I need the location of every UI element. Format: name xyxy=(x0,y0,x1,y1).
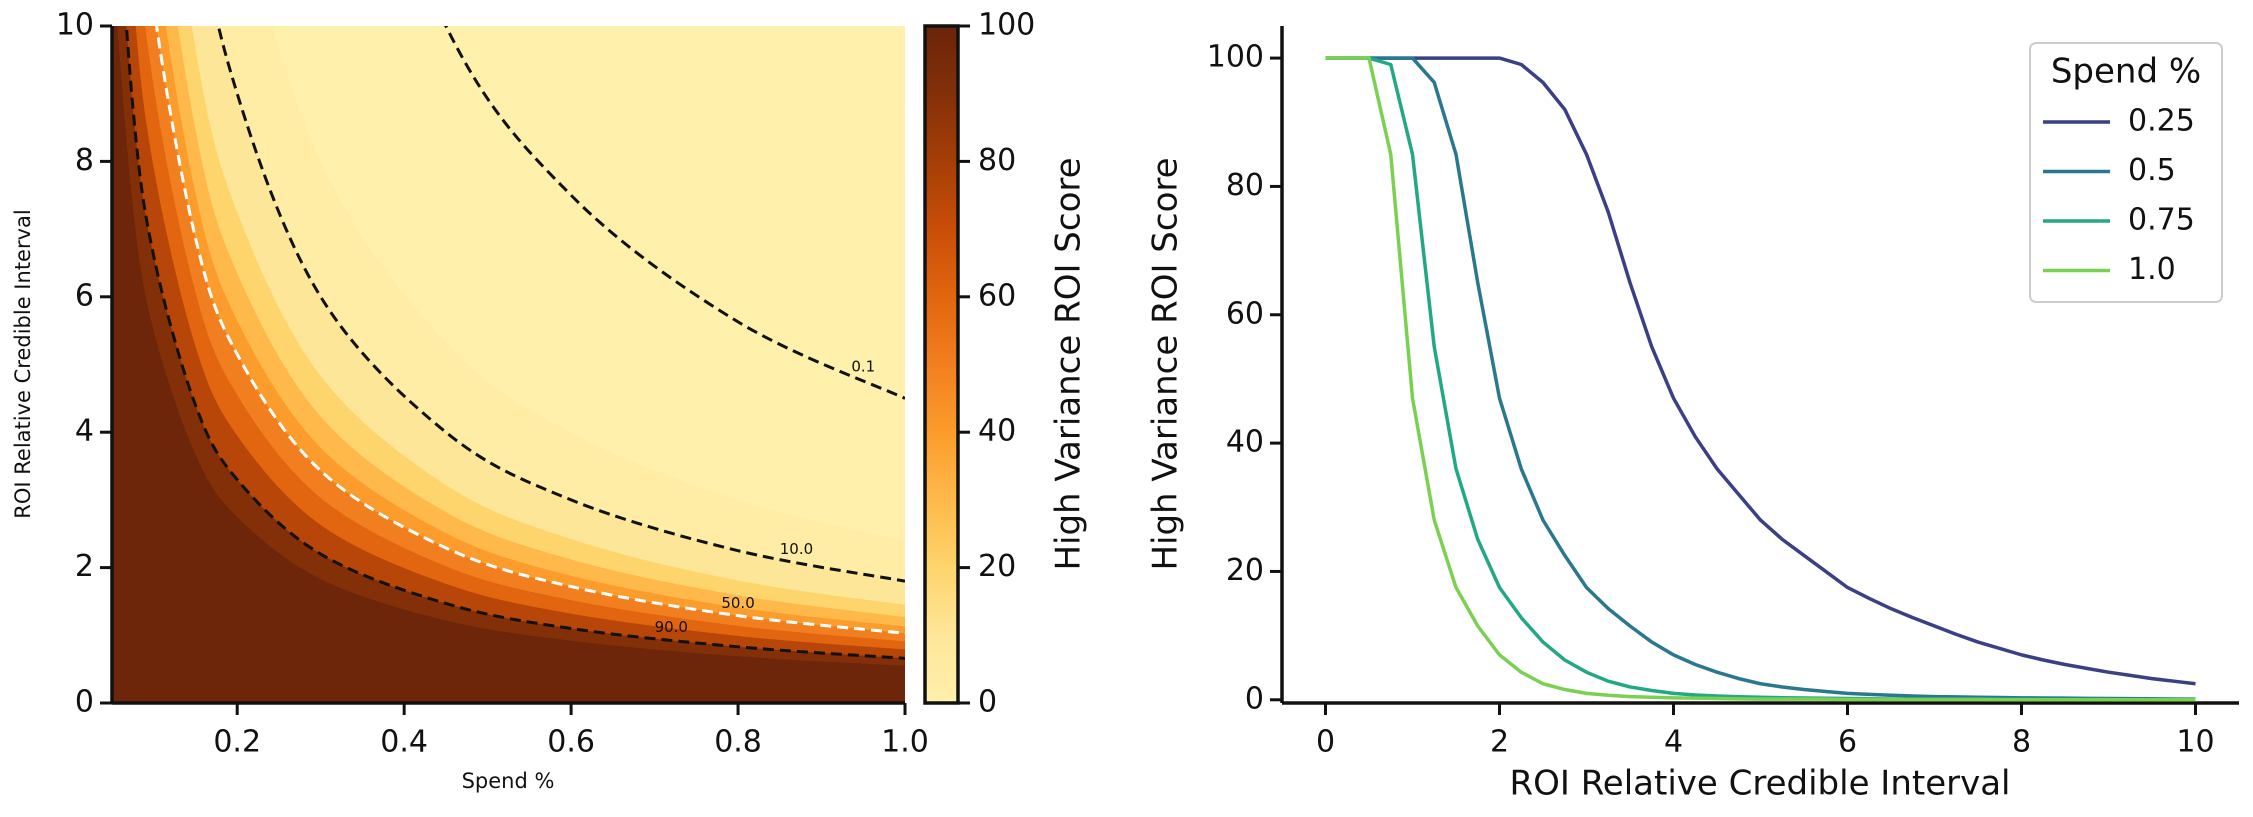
colorbar-tick-label: 100 xyxy=(978,8,1035,43)
y-tick-label: 60 xyxy=(1226,296,1264,331)
colorbar-tick-label: 40 xyxy=(978,414,1016,449)
heatmap-panel: 0.1 10.0 50.0 90.0 0 2 4 6 8 10 0.2 0.4 0.6 0.8 1.0 0 20… xyxy=(56,8,1035,760)
y-tick-label: 40 xyxy=(1226,425,1264,460)
y-tick-label: 2 xyxy=(75,549,94,584)
x-axis-label: Spend % xyxy=(462,769,555,793)
colorbar-tick-label: 80 xyxy=(978,143,1016,178)
line-panel: 0 20 40 60 80 100 0 2 4 6 8 10 Spend % 0.25 0.5 0.75 1.0 xyxy=(1207,26,2239,760)
colorbar xyxy=(923,24,960,705)
colorbar-tick-label: 20 xyxy=(978,549,1016,584)
legend-label: 0.5 xyxy=(2128,153,2176,188)
y-axis-label: High Variance ROI Score xyxy=(1146,157,1186,570)
y-tick-label: 6 xyxy=(75,278,94,313)
contour-label: 90.0 xyxy=(655,618,688,636)
y-tick-label: 10 xyxy=(56,8,94,43)
series-line xyxy=(1325,56,2196,702)
contour-line xyxy=(124,26,905,660)
contour-label: 10.0 xyxy=(780,540,813,558)
x-tick-label: 0.6 xyxy=(547,725,595,760)
y-tick-label: 4 xyxy=(75,414,94,449)
contour-label: 0.1 xyxy=(851,358,875,376)
contour-label: 50.0 xyxy=(721,594,754,612)
y-tick-label: 0 xyxy=(75,685,94,720)
y-axis-label: ROI Relative Credible Interval xyxy=(11,209,35,518)
legend: Spend % 0.25 0.5 0.75 1.0 xyxy=(2029,42,2223,303)
x-tick-label: 8 xyxy=(2012,725,2031,760)
legend-label: 0.25 xyxy=(2128,104,2195,139)
x-tick-label: 0.4 xyxy=(380,725,428,760)
contour-line xyxy=(155,26,905,635)
y-tick-label: 20 xyxy=(1226,553,1264,588)
x-tick-label: 6 xyxy=(1838,725,1857,760)
plot-area: 0.1 10.0 50.0 90.0 xyxy=(112,26,905,703)
y-tick-label: 8 xyxy=(75,143,94,178)
y-tick-label: 100 xyxy=(1207,40,1264,75)
contour-fill xyxy=(112,26,905,703)
y-tick-label: 80 xyxy=(1226,168,1264,203)
x-tick-label: 10 xyxy=(2176,725,2214,760)
legend-label: 0.75 xyxy=(2128,203,2195,238)
contour-fill xyxy=(112,26,905,703)
x-axis-label: ROI Relative Credible Interval xyxy=(1509,764,2010,804)
x-tick-label: 0 xyxy=(1316,725,1335,760)
x-tick-label: 0.2 xyxy=(213,725,261,760)
x-tick-label: 0.8 xyxy=(714,725,762,760)
legend-title: Spend % xyxy=(2051,52,2201,92)
x-tick-label: 2 xyxy=(1490,725,1509,760)
legend-box xyxy=(2029,42,2223,303)
x-tick-label: 4 xyxy=(1664,725,1683,760)
x-tick-label: 1.0 xyxy=(881,725,929,760)
colorbar-tick-label: 60 xyxy=(978,278,1016,313)
series-line xyxy=(1325,56,2196,686)
legend-label: 1.0 xyxy=(2128,252,2176,287)
colorbar-label: High Variance ROI Score xyxy=(1049,157,1089,570)
colorbar-tick-label: 0 xyxy=(978,685,997,720)
y-tick-label: 0 xyxy=(1245,681,1264,716)
